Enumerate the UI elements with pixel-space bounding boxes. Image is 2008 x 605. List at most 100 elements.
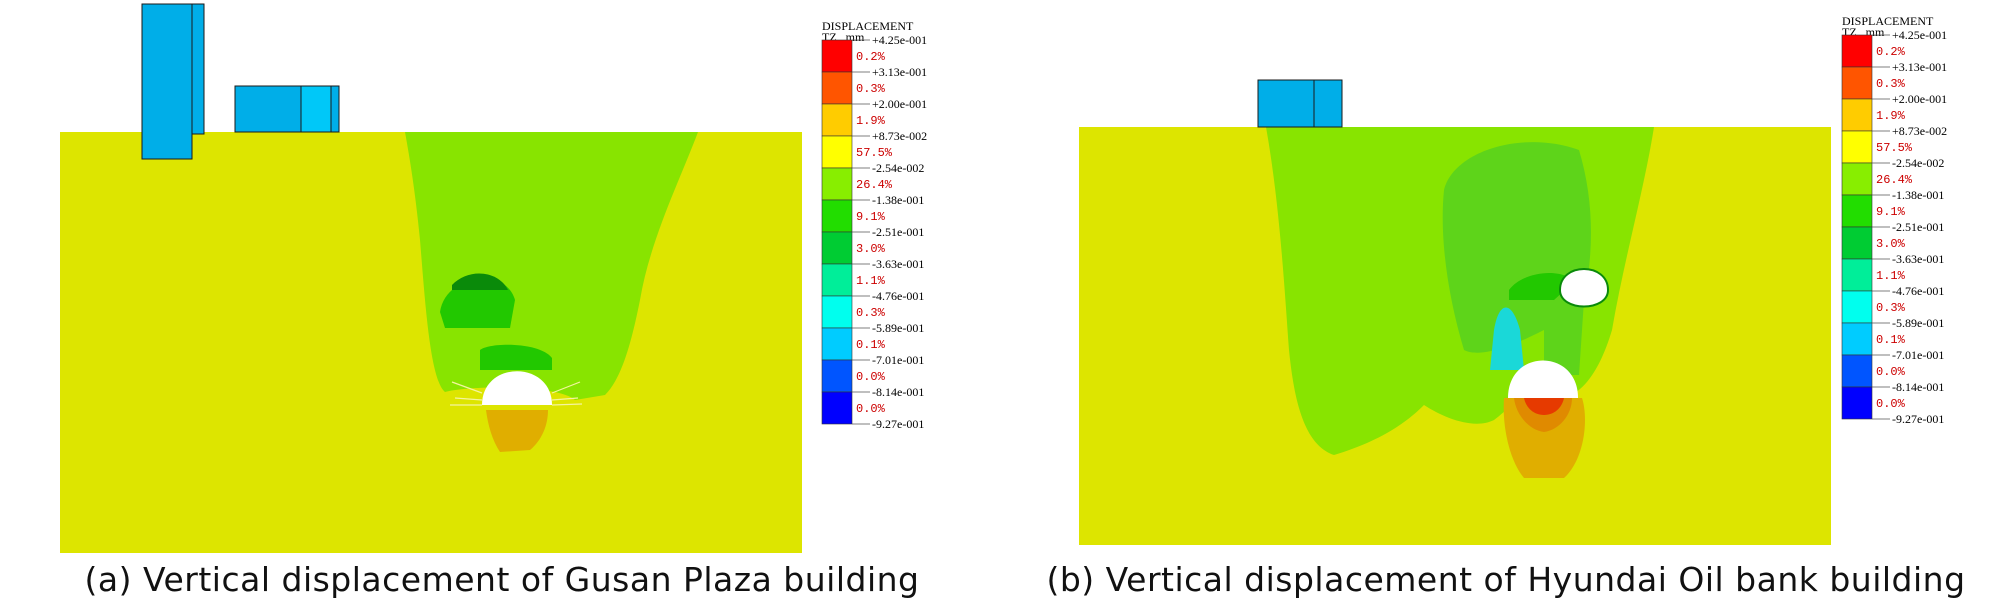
legend-swatch: [821, 199, 853, 233]
legend-boundary-value: -3.63e-001: [1892, 252, 1944, 266]
legend-swatch: [1841, 226, 1873, 260]
legend-percentage: 1.1%: [1876, 269, 1906, 283]
legend-boundary-value: -2.51e-001: [872, 225, 924, 239]
legend-percentage: 0.2%: [856, 50, 886, 64]
heave-zone: [486, 410, 548, 452]
legend-boundary-value: -1.38e-001: [1892, 188, 1944, 202]
legend-boundary-value: -1.38e-001: [872, 193, 924, 207]
legend-percentage: 0.3%: [856, 82, 886, 96]
figure-caption: (b) Vertical displacement of Hyundai Oil…: [1046, 560, 1966, 599]
legend-boundary-value: +8.73e-002: [1892, 124, 1947, 138]
legend-swatch: [1841, 258, 1873, 292]
legend-title: DISPLACEMENT: [1842, 14, 1934, 28]
legend-boundary-value: -9.27e-001: [872, 417, 924, 431]
legend-swatch: [821, 167, 853, 201]
tunnel-support-lines: [450, 381, 583, 406]
legend-percentage: 0.0%: [856, 370, 886, 384]
legend-percentage: 9.1%: [856, 210, 886, 224]
legend-percentage: 0.3%: [1876, 77, 1906, 91]
building-low: [234, 85, 302, 133]
legend-swatch: [1841, 130, 1873, 164]
legend-title: DISPLACEMENT: [822, 19, 914, 33]
legend-boundary-value: +2.00e-001: [1892, 92, 1947, 106]
legend-boundary-value: -8.14e-001: [1892, 380, 1944, 394]
legend-scale: 0.2% 0.3% 1.9% 57.5% 26.4% 9.1% 3.0% 1.1% 0.3% 0.…: [821, 33, 927, 431]
legend-swatch: [821, 295, 853, 329]
panel-gusan-plaza: DISPLACEMENT TZ , mm 0.2% 0.3% 1.9% 57.5% 26…: [60, 3, 927, 599]
legend-swatch: [821, 359, 853, 393]
legend-percentage: 9.1%: [1876, 205, 1906, 219]
legend-swatch: [1841, 322, 1873, 356]
legend-percentage: 57.5%: [856, 146, 893, 160]
legend-boundary-value: -2.54e-002: [1892, 156, 1944, 170]
legend-percentage: 0.2%: [1876, 45, 1906, 59]
green-zone: [1442, 142, 1591, 375]
displacement-contour-a: DISPLACEMENT TZ , mm 0.2%0.3%1.9%57.5%26…: [60, 3, 927, 553]
legend-swatch: [821, 327, 853, 361]
legend-swatch: [1841, 354, 1873, 388]
legend-percentage: 1.1%: [856, 274, 886, 288]
legend-percentage: 0.0%: [1876, 397, 1906, 411]
legend-boundary-value: +3.13e-001: [1892, 60, 1947, 74]
building-low-annex: [300, 85, 332, 133]
legend-boundary-value: -8.14e-001: [872, 385, 924, 399]
legend-percentage: 26.4%: [1876, 173, 1913, 187]
legend-percentage: 0.0%: [856, 402, 886, 416]
legend-percentage: 0.1%: [1876, 333, 1906, 347]
legend-percentage: 1.9%: [856, 114, 886, 128]
legend-boundary-value: -3.63e-001: [872, 257, 924, 271]
legend: DISPLACEMENT TZ , mm 0.2%0.3%1.9%57.5%26…: [1841, 14, 1947, 426]
panel-hyundai-oil-bank: DISPLACEMENT TZ , mm 0.2% 0.3% 1.9% 57.5% 26…: [1004, 0, 2008, 605]
legend-percentage: 0.0%: [1876, 365, 1906, 379]
legend-boundary-value: +4.25e-001: [872, 33, 927, 47]
legend-swatch: [1841, 66, 1873, 100]
building-tower: [141, 3, 193, 160]
legend-boundary-value: +2.00e-001: [872, 97, 927, 111]
figure-caption: (a) Vertical displacement of Gusan Plaza…: [84, 560, 920, 599]
legend-boundary-value: -2.51e-001: [1892, 220, 1944, 234]
legend-boundary-value: +8.73e-002: [872, 129, 927, 143]
legend-boundary-value: -9.27e-001: [1892, 412, 1944, 426]
legend-swatch: [821, 71, 853, 105]
lower-tunnel-opening: [1508, 360, 1578, 398]
legend-swatch: [1841, 162, 1873, 196]
legend-boundary-value: -7.01e-001: [1892, 348, 1944, 362]
heave-zone-peak: [1524, 398, 1564, 415]
settlement-zone: [405, 132, 698, 400]
upper-tunnel-crown-zone: [452, 273, 508, 290]
building-oil-bank-annex: [1313, 79, 1343, 128]
legend-boundary-value: -2.54e-002: [872, 161, 924, 175]
building-tower-side: [191, 3, 205, 135]
legend-boundary-value: +3.13e-001: [872, 65, 927, 79]
legend-boundary-value: -4.76e-001: [872, 289, 924, 303]
upper-tunnel-zone: [440, 278, 515, 328]
legend-swatch: [1841, 386, 1873, 420]
legend-swatch: [821, 135, 853, 169]
legend-scale: 0.2% 0.3% 1.9% 57.5% 26.4% 9.1% 3.0% 1.1% 0.3% 0.…: [1841, 28, 1947, 426]
legend-swatch: [821, 103, 853, 137]
legend-percentage: 1.9%: [1876, 109, 1906, 123]
legend-swatch: [1841, 194, 1873, 228]
legend-percentage: 0.3%: [856, 306, 886, 320]
legend-swatch: [821, 263, 853, 297]
legend-percentage: 3.0%: [1876, 237, 1906, 251]
cyan-zone: [1490, 307, 1524, 370]
displacement-contour-b: DISPLACEMENT TZ , mm 0.2%0.3%1.9%57.5%26…: [1079, 14, 1947, 545]
legend-boundary-value: +4.25e-001: [1892, 28, 1947, 42]
building-low-edge: [330, 85, 340, 133]
legend-swatch: [821, 39, 853, 73]
lower-tunnel-opening: [482, 371, 552, 405]
upper-tunnel-opening: [1558, 268, 1610, 308]
legend-percentage: 0.1%: [856, 338, 886, 352]
lower-tunnel-crown-zone: [480, 344, 552, 370]
building-oil-bank: [1257, 79, 1315, 128]
legend-boundary-value: -7.01e-001: [872, 353, 924, 367]
legend-swatch: [1841, 98, 1873, 132]
legend-percentage: 3.0%: [856, 242, 886, 256]
legend-percentage: 57.5%: [1876, 141, 1913, 155]
legend-swatch: [1841, 290, 1873, 324]
legend-boundary-value: -4.76e-001: [1892, 284, 1944, 298]
legend-swatch: [821, 231, 853, 265]
legend-percentage: 26.4%: [856, 178, 893, 192]
legend-boundary-value: -5.89e-001: [1892, 316, 1944, 330]
